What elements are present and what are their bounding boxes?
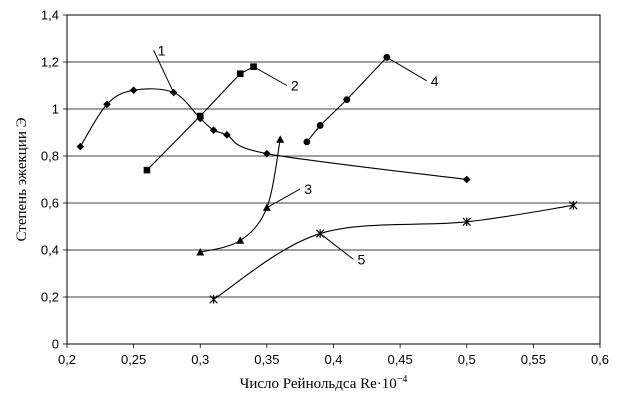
x-tick-label: 0,45 — [387, 352, 412, 367]
data-point — [223, 131, 231, 139]
series-line — [213, 204, 574, 300]
curve-label-4: 4 — [386, 56, 439, 89]
x-tick-label: 0,55 — [521, 352, 546, 367]
curve-label-2: 2 — [253, 66, 299, 94]
curve-number: 1 — [158, 42, 166, 58]
y-tick-label: 1 — [52, 102, 59, 117]
series-2 — [143, 63, 257, 174]
tick-labels: 00,20,40,60,811,21,40,2 0,25 0,3 0,35 0,4 0,4… — [41, 8, 609, 368]
y-axis-title: Степень эжекции Э — [14, 117, 30, 241]
series-line — [146, 66, 254, 171]
x-tick-label: 0,25 — [121, 352, 146, 367]
series-line — [200, 139, 281, 253]
data-point — [276, 135, 285, 143]
curve-number: 5 — [357, 251, 365, 267]
data-point — [263, 149, 271, 158]
data-point — [103, 100, 111, 109]
curve-label-1: 1 — [153, 42, 175, 93]
data-point — [569, 201, 578, 210]
y-tick-label: 0 — [52, 337, 59, 352]
data-point — [303, 138, 311, 146]
grid-lines — [63, 14, 601, 348]
curve-number: 3 — [304, 181, 312, 197]
data-point — [462, 175, 471, 184]
data-point — [343, 96, 351, 103]
y-tick-label: 0,2 — [41, 290, 59, 305]
x-tick-label: 0,35 — [254, 352, 279, 367]
y-tick-label: 0,4 — [41, 243, 59, 258]
data-point — [462, 217, 471, 227]
curve-label-3: 3 — [266, 181, 312, 209]
leader-line — [319, 233, 354, 260]
data-point — [209, 295, 218, 304]
x-tick-label: 0,5 — [458, 352, 476, 367]
series-3 — [196, 135, 285, 256]
data-point — [196, 248, 205, 256]
y-tick-label: 0,8 — [41, 149, 59, 164]
series-line — [306, 56, 388, 143]
curve-number: 4 — [431, 73, 439, 89]
leader-line — [253, 66, 288, 86]
data-point — [383, 53, 391, 61]
data-point — [129, 86, 138, 94]
leader-line — [266, 188, 301, 209]
leader-line — [153, 50, 175, 93]
x-tick-label: 0,6 — [591, 352, 609, 367]
curve-label-5: 5 — [319, 233, 365, 267]
y-tick-label: 1,2 — [41, 55, 59, 70]
leader-line — [386, 56, 428, 82]
x-tick-label: 0,4 — [324, 352, 342, 367]
data-point — [196, 112, 204, 120]
annotation-layer: 1 2 3 4 5 — [153, 42, 439, 267]
series-1 — [76, 86, 471, 184]
x-axis-title: Число Рейнольдса Re·10−4 — [240, 374, 408, 392]
x-tick-label: 0,2 — [58, 352, 76, 367]
series-4 — [303, 53, 391, 146]
x-tick-label: 0,3 — [191, 352, 209, 367]
y-tick-label: 0,6 — [41, 196, 59, 211]
data-point — [236, 70, 244, 78]
data-point — [209, 126, 218, 134]
series-line — [79, 88, 467, 181]
series-5 — [209, 201, 578, 304]
data-point — [76, 142, 85, 151]
plot-area — [66, 14, 601, 345]
y-tick-label: 1,4 — [41, 8, 59, 23]
data-point — [143, 166, 151, 174]
data-point — [316, 122, 324, 129]
series-layer — [76, 53, 578, 304]
curve-number: 2 — [291, 78, 299, 94]
data-point — [236, 236, 245, 244]
